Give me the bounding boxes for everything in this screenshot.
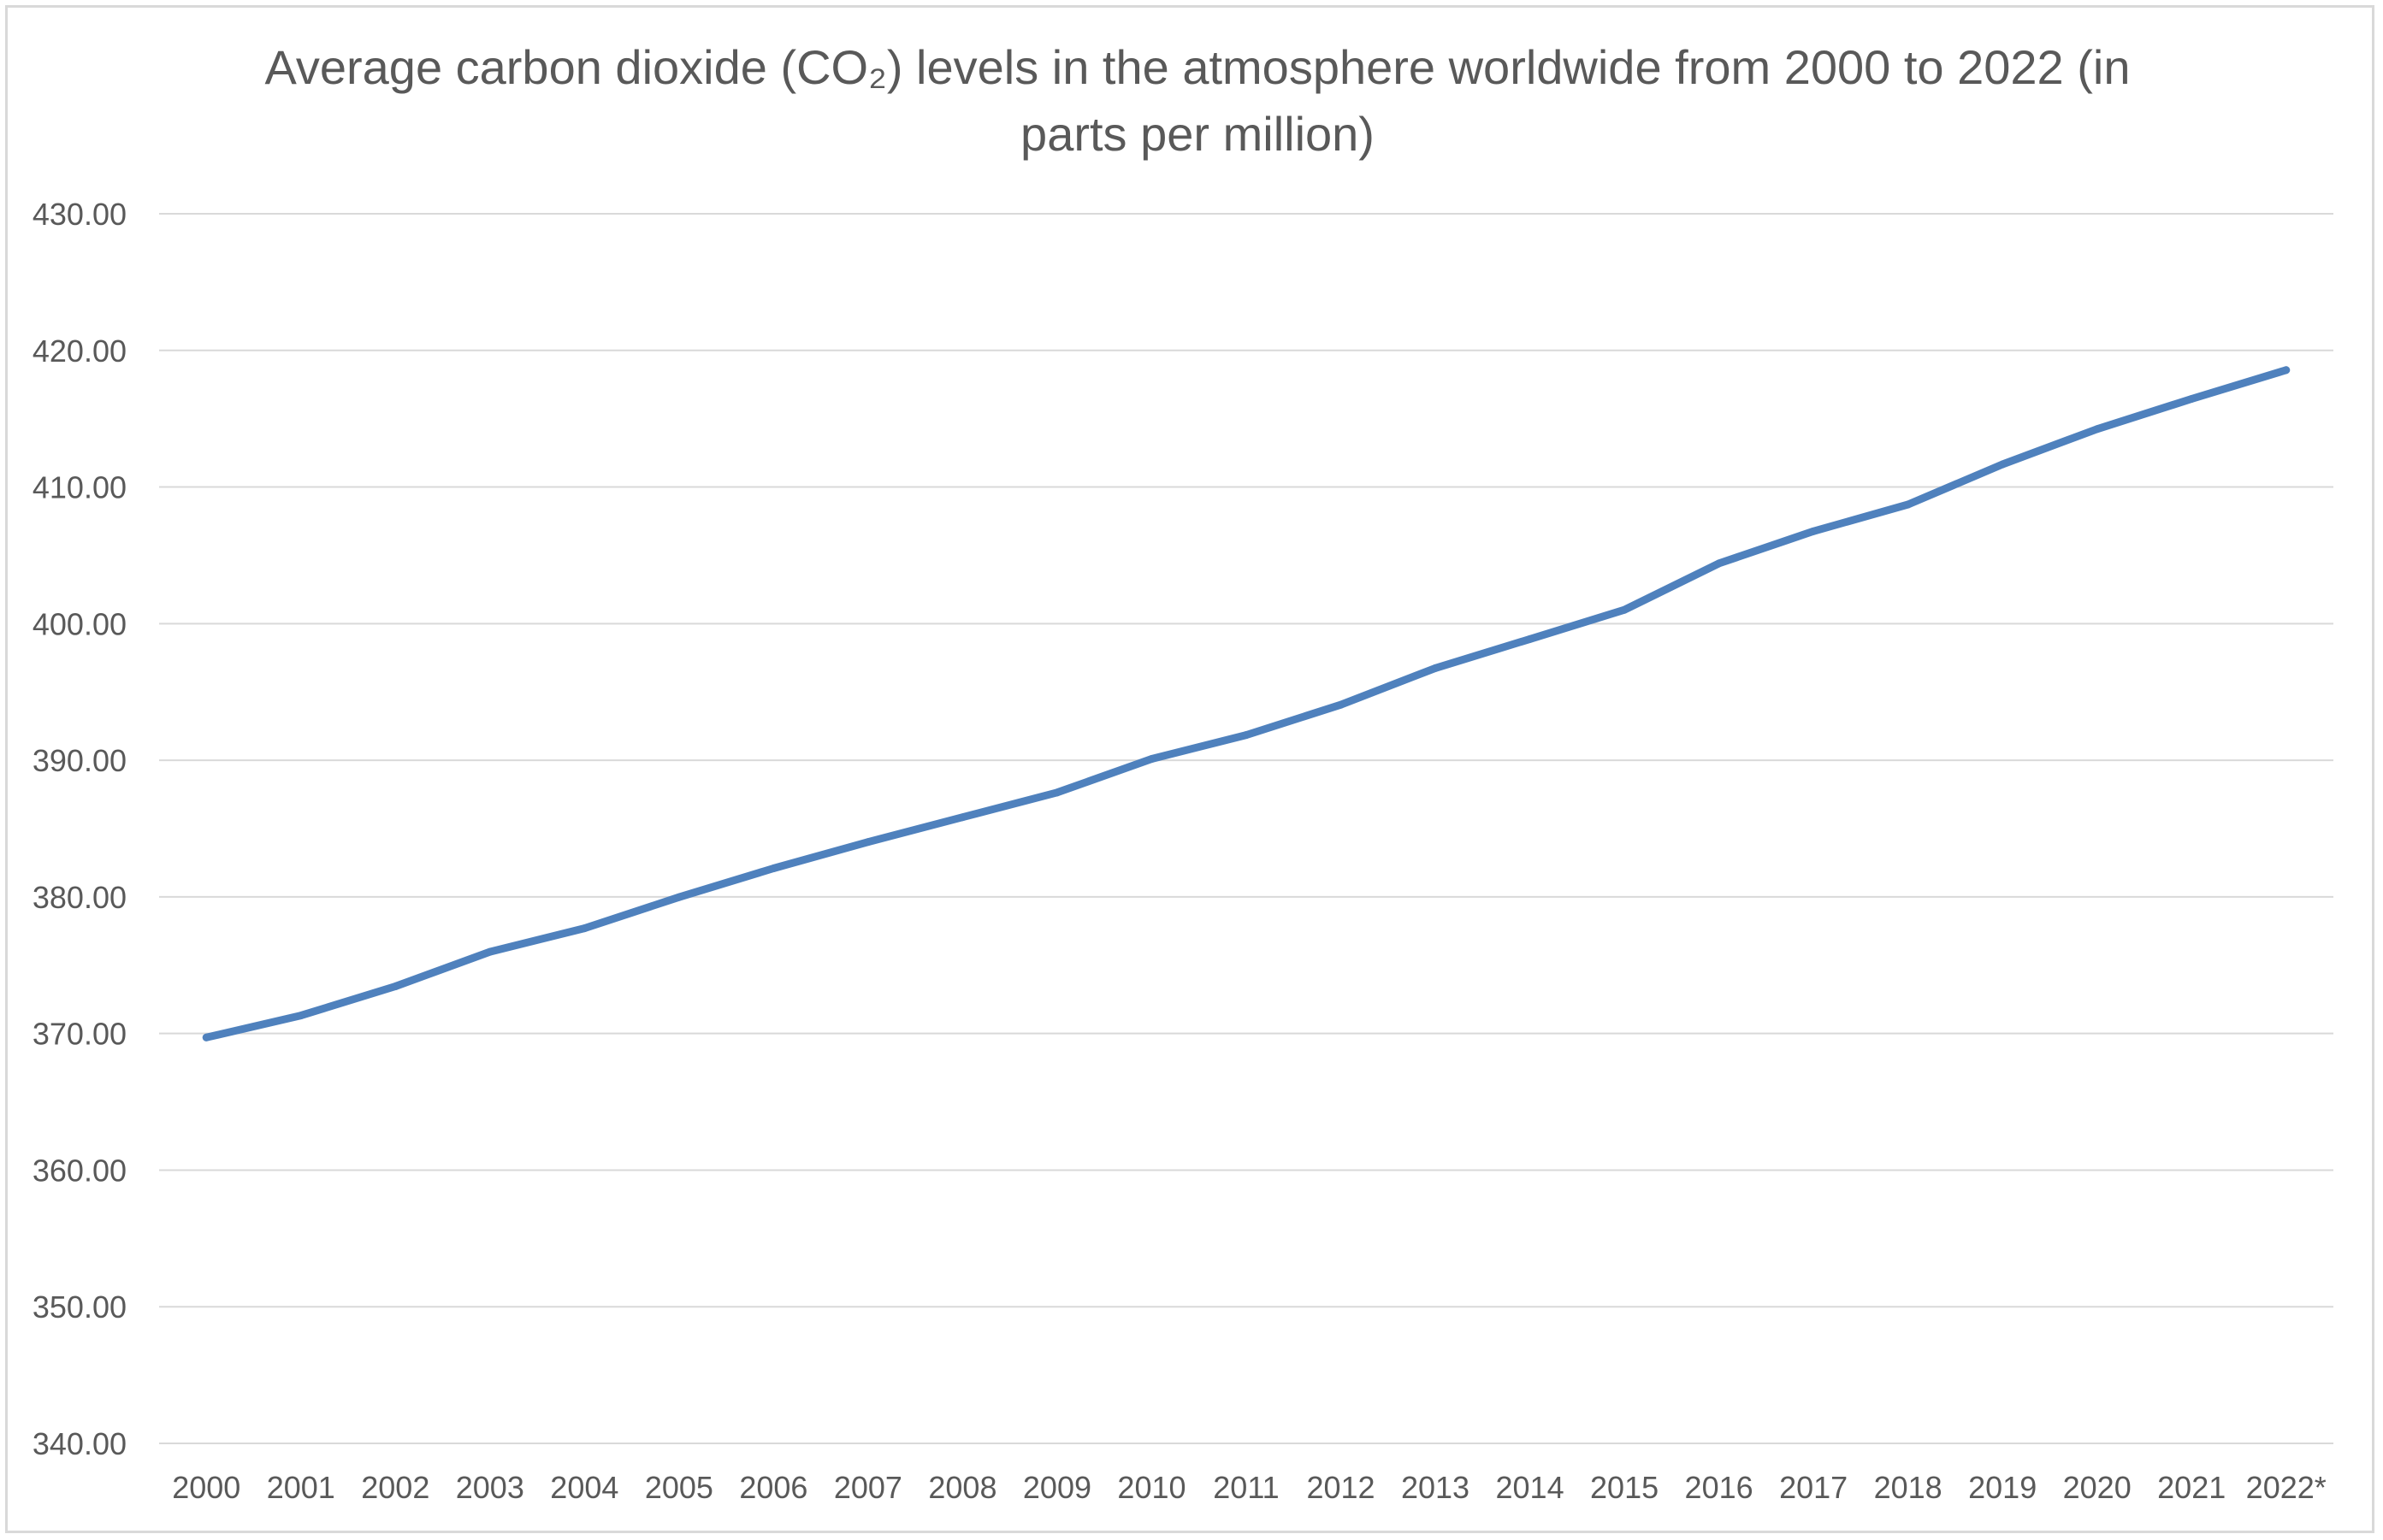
x-tick-label: 2020 (2063, 1470, 2132, 1505)
data-point (202, 1033, 210, 1041)
y-tick-label: 380.00 (33, 880, 127, 915)
data-point (1998, 460, 2007, 469)
x-tick-label: 2019 (1968, 1470, 2037, 1505)
data-point (1526, 634, 1534, 643)
y-tick-label: 430.00 (33, 197, 127, 232)
y-tick-label: 420.00 (33, 333, 127, 369)
data-point (2187, 394, 2196, 403)
x-tick-label: 2013 (1401, 1470, 1469, 1505)
chart-title: Average carbon dioxide (CO₂) levels in t… (264, 40, 2131, 161)
data-point (1620, 605, 1629, 614)
x-tick-label: 2015 (1590, 1470, 1659, 1505)
x-tick-label: 2000 (172, 1470, 240, 1505)
x-tick-label: 2022* (2246, 1470, 2327, 1505)
x-tick-label: 2003 (456, 1470, 524, 1505)
y-axis-tick-labels: 340.00 350.00 360.00 370.00 380.00 390.00 400.… (33, 197, 127, 1461)
series-layer (202, 366, 2291, 1041)
data-point (864, 838, 872, 847)
x-tick-label: 2011 (1213, 1470, 1279, 1505)
y-tick-label: 360.00 (33, 1153, 127, 1188)
data-point (391, 982, 399, 991)
data-point (580, 924, 588, 933)
x-tick-label: 2001 (267, 1470, 335, 1505)
data-point (958, 813, 967, 822)
x-tick-label: 2012 (1306, 1470, 1375, 1505)
gridlines (159, 213, 2333, 1444)
x-tick-label: 2005 (645, 1470, 713, 1505)
chart-frame (5, 5, 2374, 1533)
x-tick-label: 2004 (550, 1470, 618, 1505)
x-tick-label: 2017 (1779, 1470, 1848, 1505)
data-point (1053, 788, 1061, 797)
x-tick-label: 2010 (1117, 1470, 1186, 1505)
x-tick-label: 2016 (1685, 1470, 1753, 1505)
data-point (675, 893, 683, 901)
x-tick-label: 2014 (1496, 1470, 1564, 1505)
y-tick-label: 340.00 (33, 1426, 127, 1461)
data-point (2093, 425, 2102, 434)
data-point (1715, 559, 1724, 568)
data-point (2282, 366, 2291, 375)
data-point (1242, 731, 1251, 740)
data-point (769, 864, 778, 872)
data-point (1904, 500, 1913, 509)
data-point (486, 947, 494, 956)
x-tick-label: 2021 (2157, 1470, 2226, 1505)
y-tick-label: 370.00 (33, 1017, 127, 1052)
data-point (1809, 527, 1818, 535)
x-tick-label: 2006 (739, 1470, 807, 1505)
x-tick-label: 2002 (361, 1470, 429, 1505)
y-tick-label: 350.00 (33, 1289, 127, 1325)
data-point (1431, 664, 1440, 672)
x-tick-label: 2018 (1874, 1470, 1942, 1505)
y-tick-label: 400.00 (33, 606, 127, 641)
y-tick-label: 390.00 (33, 743, 127, 778)
data-point (1337, 700, 1345, 709)
data-point (1147, 755, 1156, 764)
data-point (297, 1012, 305, 1020)
series-line (202, 366, 2291, 1041)
x-tick-label: 2009 (1023, 1470, 1091, 1505)
x-tick-label: 2007 (834, 1470, 902, 1505)
y-tick-label: 410.00 (33, 470, 127, 505)
x-axis-tick-labels: 2000 2001 2002 2003 2004 2005 2006 2007 2008 2009… (172, 1470, 2327, 1505)
x-tick-label: 2008 (928, 1470, 996, 1505)
